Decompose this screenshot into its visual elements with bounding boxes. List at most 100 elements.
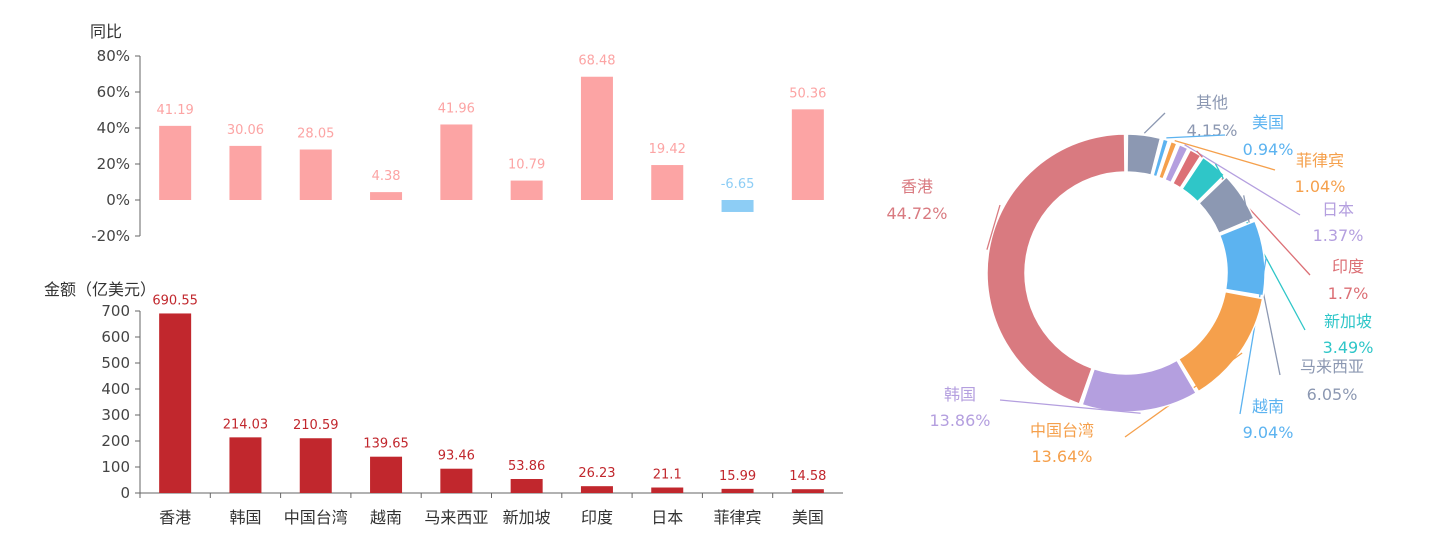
donut-slice-name: 越南 <box>1252 397 1284 416</box>
amount-bar <box>580 486 613 493</box>
donut-slice-name: 香港 <box>901 177 933 196</box>
amount-x-tick-label: 印度 <box>581 508 613 527</box>
yoy-bar-label: 41.96 <box>438 101 475 116</box>
donut-leader-line <box>1166 134 1226 139</box>
donut-slice-percent: 13.86% <box>929 411 990 430</box>
donut-slice-percent: 0.94% <box>1243 140 1294 159</box>
yoy-bar-chart: 同比 -20% 0% 20% 40% 60% 80% 41.19 30.06 28.05 4.38… <box>90 22 826 245</box>
donut-slice <box>986 133 1126 405</box>
amount-bar-label: 15.99 <box>719 469 756 484</box>
yoy-y-tick-label: 60% <box>97 83 130 101</box>
yoy-bar <box>721 200 754 212</box>
amount-bar <box>791 489 824 493</box>
yoy-bar <box>440 124 473 200</box>
yoy-bar-label: -6.65 <box>721 177 755 192</box>
amount-bar <box>159 313 192 493</box>
donut-slice-percent: 1.7% <box>1328 284 1369 303</box>
yoy-bar-label: 50.36 <box>789 86 826 101</box>
yoy-bar-label: 30.06 <box>227 123 264 138</box>
donut-slice <box>1081 359 1198 413</box>
yoy-bar-label: 28.05 <box>297 127 334 142</box>
share-donut-chart: 其他4.15% 美国0.94%菲律宾1.04%日本1.37%印度1.7%新加坡3.… <box>886 93 1373 466</box>
amount-bar-label: 26.23 <box>578 466 615 481</box>
donut-slice-name: 美国 <box>1252 113 1284 132</box>
yoy-bar-label: 19.42 <box>649 142 686 157</box>
amount-x-tick-label: 新加坡 <box>503 508 551 527</box>
donut-slice <box>1126 133 1162 177</box>
yoy-y-tick-label: 40% <box>97 119 130 137</box>
donut-slice-name: 中国台湾 <box>1030 421 1094 440</box>
donut-slice <box>1157 140 1178 180</box>
donut-leader-line <box>1174 140 1276 171</box>
amount-x-tick-label: 韩国 <box>229 508 261 527</box>
amount-x-tick-label: 美国 <box>792 508 824 527</box>
donut-slice-percent: 9.04% <box>1243 423 1294 442</box>
amount-bar-label: 14.58 <box>789 469 826 484</box>
donut-slice-name: 韩国 <box>944 385 976 404</box>
amount-x-tick-label: 马来西亚 <box>424 508 488 527</box>
donut-slice-name: 菲律宾 <box>1296 151 1344 170</box>
amount-y-tick-label: 0 <box>120 484 130 502</box>
amount-bar-label: 210.59 <box>293 418 339 433</box>
yoy-bar-label: 41.19 <box>157 103 194 118</box>
amount-bar-chart: 金额（亿美元） 0 100 200 300 400 500 600 700 690.55 214.… <box>44 280 843 527</box>
amount-bar-label: 93.46 <box>438 449 475 464</box>
yoy-y-tick-label: 20% <box>97 155 130 173</box>
amount-y-tick-label: 700 <box>101 302 130 320</box>
amount-y-tick-label: 400 <box>101 380 130 398</box>
donut-leader-line <box>986 204 1001 250</box>
amount-axis-title: 金额（亿美元） <box>44 280 156 299</box>
donut-slice-percent: 13.64% <box>1031 447 1092 466</box>
yoy-bar-label: 10.79 <box>508 158 545 173</box>
amount-y-tick-label: 500 <box>101 354 130 372</box>
yoy-bar <box>159 125 192 200</box>
amount-bar-label: 139.65 <box>363 437 409 452</box>
donut-slice-name: 印度 <box>1332 257 1364 276</box>
yoy-bar-label: 4.38 <box>372 169 401 184</box>
yoy-bar <box>299 149 332 200</box>
amount-bar-label: 21.1 <box>653 468 682 483</box>
amount-y-tick-label: 100 <box>101 458 130 476</box>
donut-slice <box>1152 138 1170 178</box>
donut-slice-percent: 1.37% <box>1313 226 1364 245</box>
amount-x-tick-label: 菲律宾 <box>714 508 762 527</box>
amount-bar <box>721 488 754 493</box>
donut-slice-name: 马来西亚 <box>1300 357 1364 376</box>
amount-x-tick-label: 香港 <box>159 508 191 527</box>
amount-bar <box>370 456 403 493</box>
donut-slice-name: 新加坡 <box>1324 312 1372 331</box>
amount-y-tick-label: 300 <box>101 406 130 424</box>
yoy-bar <box>229 145 262 200</box>
donut-slice-percent: 6.05% <box>1307 385 1358 404</box>
yoy-bar <box>791 109 824 200</box>
amount-bar <box>440 468 473 493</box>
yoy-y-tick-label: 80% <box>97 47 130 65</box>
donut-slice <box>1197 175 1255 235</box>
donut-slice <box>1163 143 1189 184</box>
yoy-y-tick-label: 0% <box>106 191 130 209</box>
amount-bar-label: 53.86 <box>508 459 545 474</box>
yoy-bar <box>370 192 403 200</box>
amount-bar-label: 214.03 <box>223 417 269 432</box>
donut-slice <box>1177 290 1264 393</box>
amount-x-tick-label: 越南 <box>370 508 402 527</box>
donut-slice-name: 日本 <box>1322 200 1354 219</box>
donut-slice <box>1218 220 1266 297</box>
donut-slice-name: 其他 <box>1196 93 1228 112</box>
donut-slice-percent: 3.49% <box>1323 338 1374 357</box>
amount-y-tick-label: 200 <box>101 432 130 450</box>
donut-slice-percent: 1.04% <box>1295 177 1346 196</box>
yoy-bar <box>580 76 613 200</box>
amount-x-tick-label: 中国台湾 <box>284 508 348 527</box>
donut-leader-line <box>1143 112 1166 134</box>
donut-slice <box>1181 156 1226 203</box>
amount-bar-label: 690.55 <box>152 293 198 308</box>
yoy-bar <box>651 165 684 200</box>
yoy-axis-title: 同比 <box>90 22 122 41</box>
donut-leader-line <box>1184 144 1301 216</box>
yoy-y-tick-label: -20% <box>91 227 130 245</box>
amount-bar <box>651 487 684 493</box>
amount-bar <box>229 437 262 493</box>
amount-x-tick-label: 日本 <box>651 508 683 527</box>
